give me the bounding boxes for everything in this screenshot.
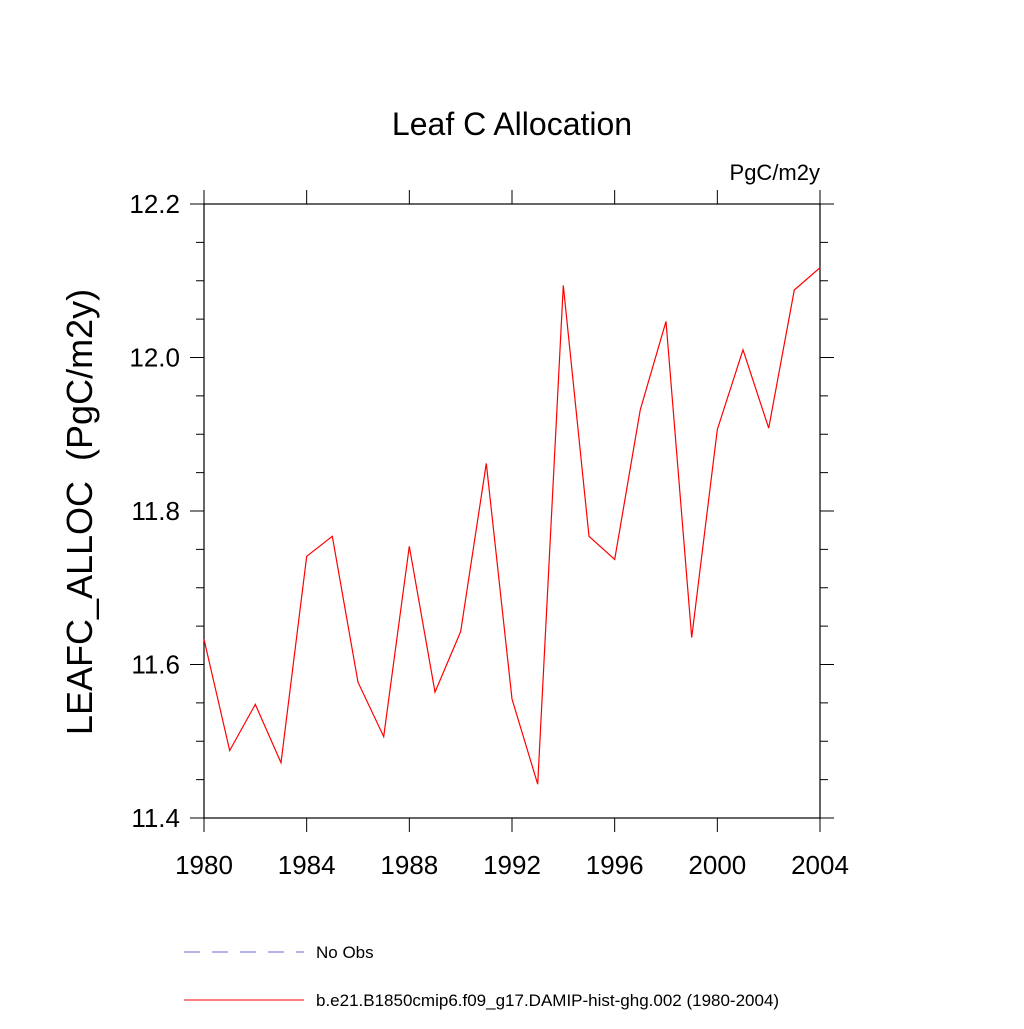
x-tick-label: 1996 xyxy=(586,850,644,880)
x-tick-label: 1992 xyxy=(483,850,541,880)
legend-label: No Obs xyxy=(316,943,374,962)
tick-labels: 11.4 11.6 11.8 12.0 12.2 1980 1984 1988 1992 1996… xyxy=(129,189,849,880)
legend-label: b.e21.B1850cmip6.f09_g17.DAMIP-hist-ghg.… xyxy=(316,991,779,1010)
chart-title: Leaf C Allocation xyxy=(392,106,632,142)
series-lines xyxy=(203,267,821,785)
series-line xyxy=(203,267,821,785)
x-tick-label: 2000 xyxy=(688,850,746,880)
y-tick-label: 12.0 xyxy=(129,343,180,373)
legend: No Obs b.e21.B1850cmip6.f09_g17.DAMIP-his… xyxy=(184,943,779,1010)
x-tick-label: 1988 xyxy=(380,850,438,880)
y-axis-label: LEAFC_ALLOC (PgC/m2y) xyxy=(59,289,100,735)
x-tick-label: 1984 xyxy=(278,850,336,880)
y-tick-label: 11.8 xyxy=(131,496,180,526)
y-tick-label: 11.4 xyxy=(131,803,180,833)
y-tick-label: 12.2 xyxy=(129,189,180,219)
x-tick-label: 2004 xyxy=(791,850,849,880)
y-tick-label: 11.6 xyxy=(131,650,180,680)
axes xyxy=(203,203,821,819)
x-tick-label: 1980 xyxy=(175,850,233,880)
units-label: PgC/m2y xyxy=(730,160,820,185)
plot-frame xyxy=(203,203,821,819)
ticks xyxy=(190,190,834,832)
